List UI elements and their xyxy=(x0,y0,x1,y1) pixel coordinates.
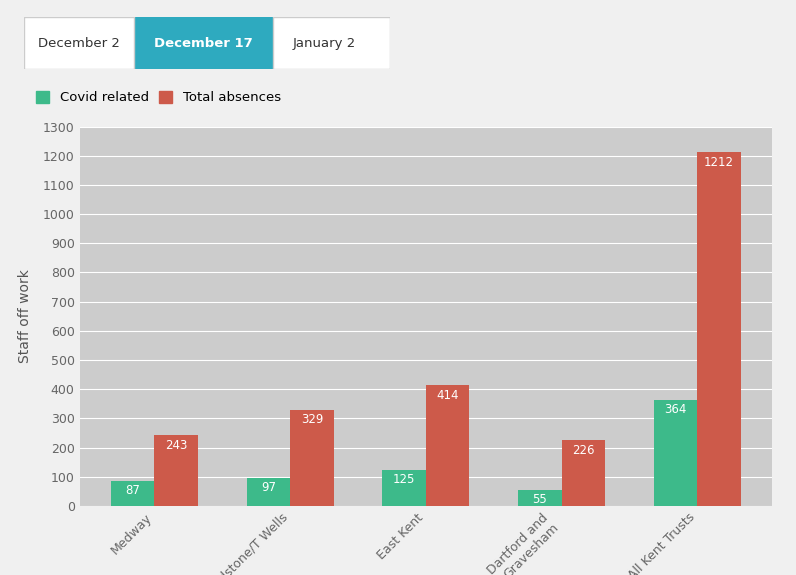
Text: 55: 55 xyxy=(533,493,547,507)
Text: 364: 364 xyxy=(665,403,687,416)
Text: 329: 329 xyxy=(301,413,323,427)
Text: 87: 87 xyxy=(125,484,140,497)
Bar xyxy=(134,17,273,69)
Text: 97: 97 xyxy=(261,481,276,494)
Text: December 17: December 17 xyxy=(154,37,252,49)
Bar xyxy=(291,410,334,506)
Text: 226: 226 xyxy=(572,443,595,457)
Legend: Covid related, Total absences: Covid related, Total absences xyxy=(30,86,287,110)
Bar xyxy=(654,400,697,506)
Bar xyxy=(697,152,740,506)
Text: 1212: 1212 xyxy=(704,156,734,168)
Text: December 2: December 2 xyxy=(38,37,119,49)
Bar xyxy=(382,470,426,506)
Bar xyxy=(426,385,470,506)
Text: January 2: January 2 xyxy=(292,37,356,49)
Bar xyxy=(154,435,198,506)
Text: 243: 243 xyxy=(165,439,187,451)
FancyBboxPatch shape xyxy=(24,17,390,69)
Bar xyxy=(518,490,561,506)
Y-axis label: Staff off work: Staff off work xyxy=(18,269,32,363)
Bar xyxy=(111,481,154,506)
Text: 414: 414 xyxy=(436,389,458,402)
Text: 125: 125 xyxy=(393,473,416,486)
Bar xyxy=(247,478,291,506)
Bar xyxy=(561,440,605,506)
